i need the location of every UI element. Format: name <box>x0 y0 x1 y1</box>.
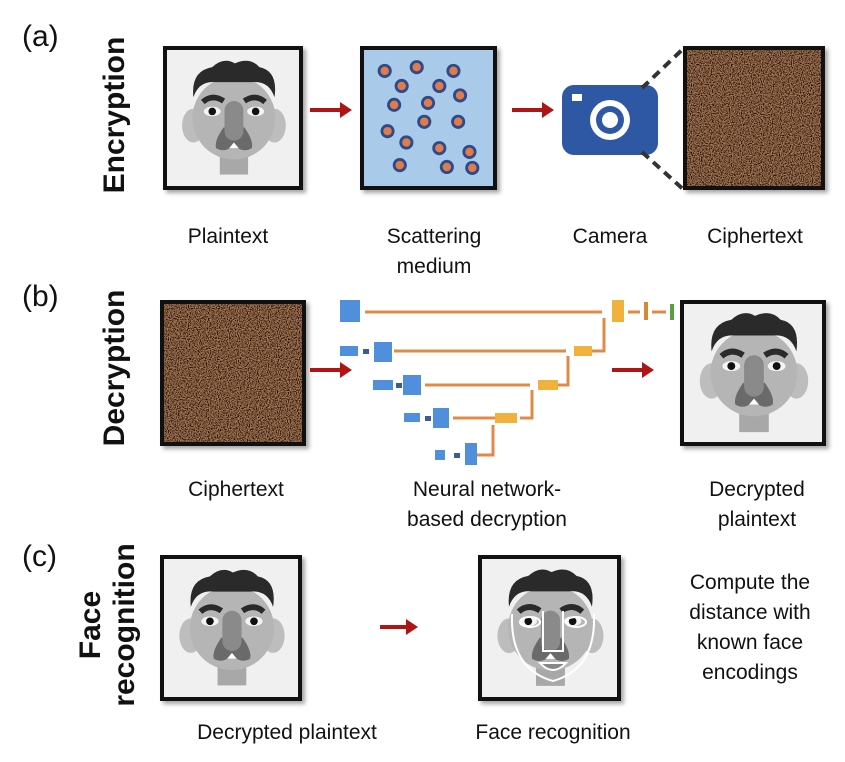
panel-c-label: (c) <box>22 540 57 573</box>
note-line-4: encodings <box>702 661 798 684</box>
panel-b-title: Decryption <box>98 289 131 447</box>
scattering-medium-image <box>360 46 497 190</box>
note-line-2: distance with <box>689 601 811 624</box>
arrow-icon <box>612 362 654 378</box>
face-icon <box>684 304 822 442</box>
arrow-icon <box>512 102 554 118</box>
arrow-icon <box>380 619 418 635</box>
panel-c-title: Face recognition <box>74 543 142 706</box>
caption-network-2: based decryption <box>407 508 567 531</box>
plaintext-image <box>163 46 303 190</box>
caption-decrypted-plaintext: Decrypted plaintext <box>197 721 377 744</box>
caption-decrypted-2: plaintext <box>717 508 797 531</box>
panel-c-title-2: recognition <box>108 543 141 707</box>
caption-scattering-2: medium <box>396 255 472 278</box>
note-line-3: known face <box>696 631 804 654</box>
decrypted-plaintext-image <box>160 555 302 701</box>
camera-icon <box>562 46 686 192</box>
arrow-icon <box>310 102 352 118</box>
panel-c-title-1: Face <box>74 590 107 660</box>
caption-plaintext: Plaintext <box>187 225 269 248</box>
caption-scattering-1: Scattering <box>386 225 482 248</box>
particles-icon <box>377 60 480 175</box>
caption-network-1: Neural network- <box>412 478 562 501</box>
note-line-1: Compute the <box>689 571 811 594</box>
caption-camera: Camera <box>572 225 648 248</box>
caption-ciphertext: Ciphertext <box>188 478 284 501</box>
panel-b-label: (b) <box>22 280 59 313</box>
caption-ciphertext: Ciphertext <box>707 225 803 248</box>
face-landmarks-icon <box>482 559 617 697</box>
noise-pattern <box>164 304 302 442</box>
ciphertext-input-image <box>160 300 306 446</box>
decrypted-image <box>680 300 826 446</box>
arrow-icon <box>310 362 352 378</box>
panel-a-label: (a) <box>22 20 59 53</box>
caption-face-recognition: Face recognition <box>475 721 631 744</box>
caption-decrypted-1: Decrypted <box>709 478 805 501</box>
unet-network-icon <box>340 300 674 465</box>
panel-a-title: Encryption <box>98 36 131 194</box>
face-recognition-image <box>478 555 621 701</box>
face-icon <box>164 559 298 697</box>
ciphertext-image <box>683 46 825 190</box>
noise-pattern <box>687 50 821 186</box>
face-icon <box>167 50 299 186</box>
